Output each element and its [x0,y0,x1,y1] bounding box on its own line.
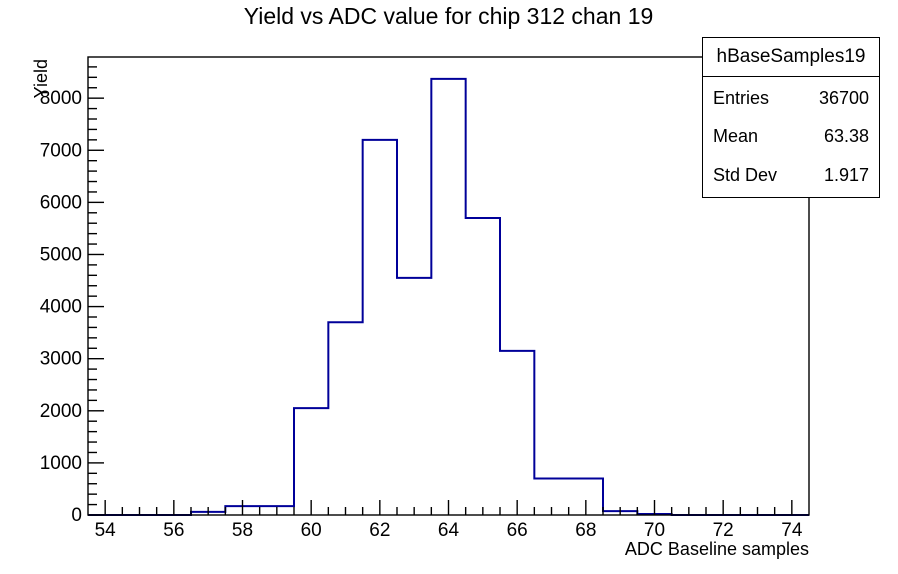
stats-label-stddev: Std Dev [713,165,778,186]
x-tick-label: 70 [644,520,665,541]
stats-value-mean: 63.38 [823,126,869,147]
x-tick-label: 54 [95,520,117,541]
x-tick-label: 66 [507,520,528,541]
histogram-line [88,77,809,516]
x-tick-label: 72 [713,520,734,541]
y-tick-label: 8000 [40,88,82,109]
y-axis-title: Yield [31,59,51,98]
y-tick-label: 0 [71,505,82,526]
stats-box-title: hBaseSamples19 [703,38,879,77]
x-tick-label: 64 [438,520,460,541]
chart-title: Yield vs ADC value for chip 312 chan 19 [243,3,654,29]
x-tick-label: 60 [301,520,322,541]
stats-label-mean: Mean [713,126,759,147]
y-tick-label: 5000 [40,244,82,265]
x-tick-label: 62 [369,520,390,541]
stats-box: hBaseSamples19 Entries 36700 Mean 63.38 … [702,37,880,198]
stats-label-entries: Entries [713,87,770,108]
y-tick-label: 6000 [40,192,82,213]
x-tick-label: 58 [232,520,253,541]
stats-row-mean: Mean 63.38 [713,126,869,147]
plot-frame [87,56,810,516]
y-tick-label: 1000 [40,453,82,474]
y-tick-label: 4000 [40,297,82,318]
stats-row-entries: Entries 36700 [713,88,869,109]
x-tick-label: 68 [575,520,596,541]
stats-value-entries: 36700 [818,87,869,108]
stats-row-stddev: Std Dev 1.917 [713,165,869,186]
y-tick-label: 7000 [40,140,82,161]
x-tick-label: 56 [163,520,184,541]
x-axis-title: ADC Baseline samples [625,539,809,559]
y-tick-label: 2000 [40,401,82,422]
stats-box-rows: Entries 36700 Mean 63.38 Std Dev 1.917 [703,77,879,197]
y-tick-label: 3000 [40,349,82,370]
x-tick-label: 74 [781,520,803,541]
stats-value-stddev: 1.917 [823,165,869,186]
